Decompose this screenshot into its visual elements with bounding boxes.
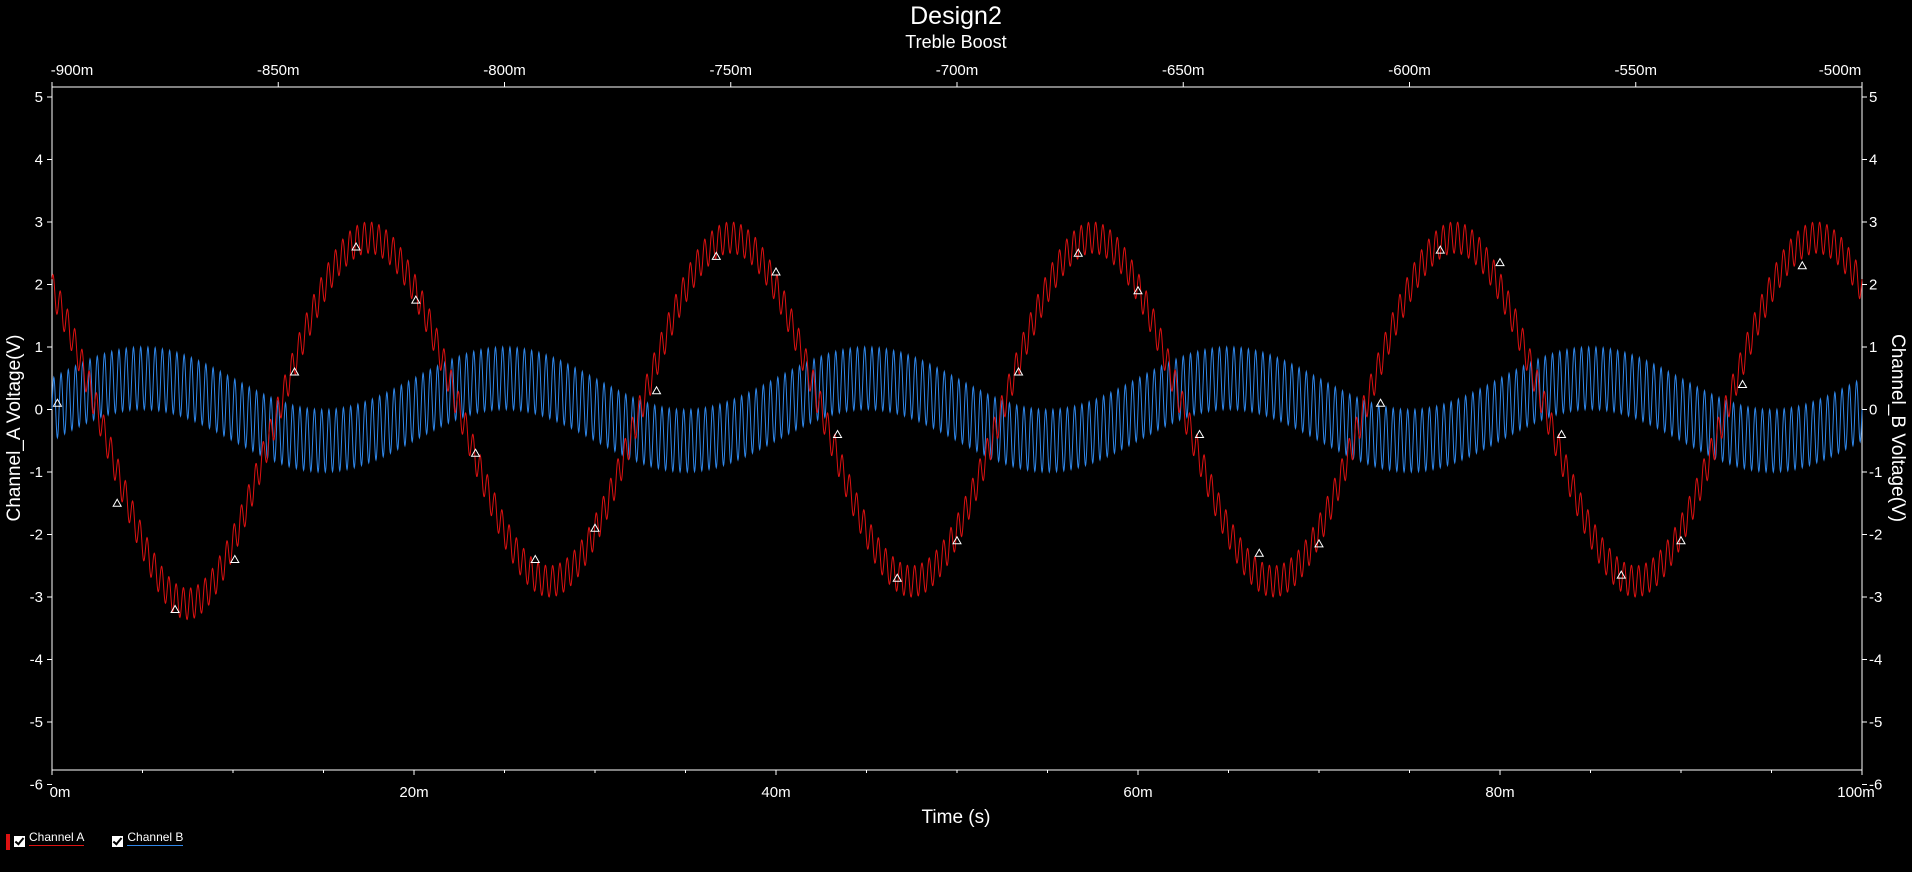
y-tick-label-right: -2 [1869,527,1882,544]
y-tick-label-right: -4 [1869,652,1882,669]
channel-a-marker [1194,429,1205,438]
channel-a-marker [1435,245,1446,254]
y-tick-label-left: 0 [35,402,43,419]
channel-b-checkbox[interactable] [112,836,124,847]
channel-a-marker [711,251,722,260]
channel-a-marker [1556,429,1567,438]
top-x-tick-label: -900m [51,62,94,79]
top-x-tick-label: -750m [709,62,752,79]
series-layer [51,221,1863,621]
y-tick-label-right: 4 [1869,152,1877,169]
channel-a-marker [1013,366,1024,376]
top-x-tick-label: -500m [1819,62,1862,79]
y-tick-label-left: -4 [30,652,43,669]
channel-a-marker [112,498,123,507]
channel-a-marker [1133,285,1143,295]
channel-a-marker [1676,535,1686,545]
channel-a-marker [229,554,240,563]
y-tick-label-left: 4 [35,152,43,169]
x-tick-label: 100m [1837,784,1875,801]
channel-a-marker [1737,379,1748,388]
y-tick-label-right: 5 [1869,89,1877,106]
channel-a-marker [771,266,781,276]
channel-b-line [51,345,1863,474]
channel-a-marker [590,523,600,532]
y-tick-label-right: -5 [1869,714,1882,731]
channel-a-marker [1073,248,1084,257]
axes: 0m 20m 40m 60m 80m 100m -900m -850m -800m -750m -7… [30,62,1883,801]
channel-a-marker [351,241,361,251]
top-x-tick-label: -650m [1162,62,1205,79]
channel-a-marker [1254,548,1265,557]
y-tick-label-left: 5 [35,89,43,106]
channel-a-marker [530,554,541,563]
y-tick-label-left: 2 [35,277,43,294]
top-x-tick-label: -600m [1388,62,1431,79]
y-tick-label-right: 0 [1869,402,1877,419]
y-tick-label-left: -6 [30,777,43,794]
x-tick-label: 80m [1485,784,1514,801]
channel-a-marker [952,535,962,545]
x-tick-label: 0m [50,784,71,801]
y-tick-label-right: -6 [1869,777,1882,794]
legend-item-channel-b[interactable]: Channel B [112,830,184,850]
channel-a-checkbox[interactable] [14,836,25,847]
channel-a-marker [170,604,180,613]
channel-a-marker [1616,570,1627,579]
channel-a-marker [1797,260,1808,270]
legend: Channel A Channel B [6,830,184,850]
channel-a-marker [1495,257,1505,267]
channel-a-marker [470,448,481,457]
y-tick-label-left: -1 [30,464,43,481]
x-tick-label: 60m [1123,784,1152,801]
y-tick-label-right: -3 [1869,589,1882,606]
legend-item-channel-a[interactable]: Channel A [6,830,85,850]
chart-subtitle: Treble Boost [905,32,1006,52]
channel-a-label: Channel A [29,830,85,846]
channel-a-marker [289,366,300,376]
channel-a-marker [1314,538,1324,548]
y-tick-label-left: -5 [30,714,43,731]
x-axis-label: Time (s) [922,807,991,828]
channel-a-marker [892,573,903,582]
x-tick-label: 20m [399,784,428,801]
channel-a-marker [832,429,843,438]
y-tick-label-left: 1 [35,339,43,356]
channel-a-line [51,221,1863,621]
channel-a-marker [1375,398,1386,407]
channel-a-marker [410,295,421,304]
y-axis-label-left: Channel_A Voltage(V) [4,335,25,522]
top-x-tick-label: -800m [483,62,526,79]
y-tick-label-right: 2 [1869,277,1877,294]
top-x-tick-label: -850m [257,62,300,79]
y-tick-label-left: -3 [30,589,43,606]
channel-b-label: Channel B [127,830,184,846]
y-tick-label-left: 3 [35,214,43,231]
y-tick-label-left: -2 [30,527,43,544]
top-x-tick-label: -550m [1614,62,1657,79]
channel-a-swatch [6,834,10,850]
chart-title: Design2 [910,2,1002,30]
y-axis-label-right: Channel_B Voltage(V) [1887,334,1908,522]
y-tick-label-right: -1 [1869,464,1882,481]
top-x-tick-label: -700m [936,62,979,79]
x-tick-label: 40m [761,784,790,801]
channel-a-marker [651,385,662,395]
channel-a-marker [52,398,63,407]
y-tick-label-right: 1 [1869,339,1877,356]
marker-layer [52,241,1808,613]
y-tick-label-right: 3 [1869,214,1877,231]
